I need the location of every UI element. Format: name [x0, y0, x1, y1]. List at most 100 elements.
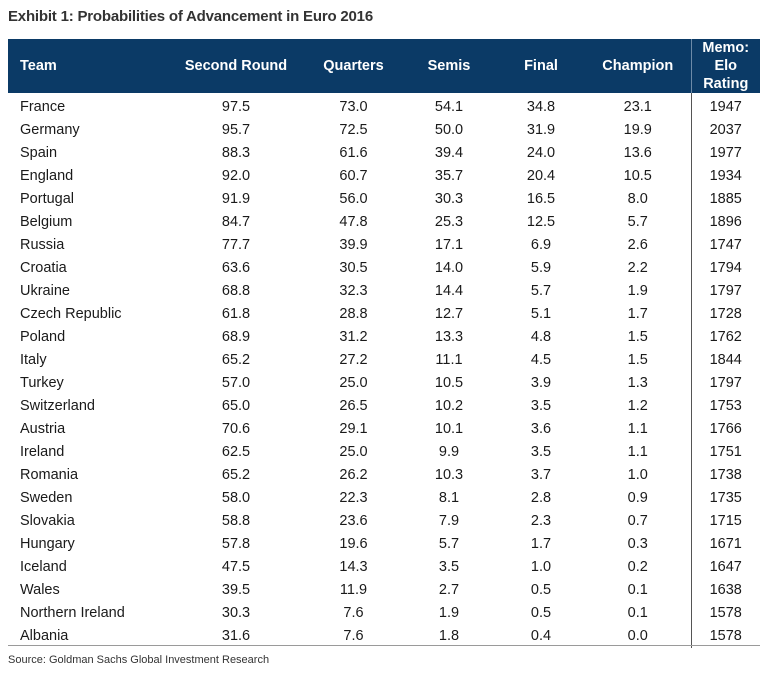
cell-team: Romania — [20, 467, 79, 483]
cell-quarters: 31.2 — [339, 329, 368, 345]
cell-elo-rating: 1578 — [690, 625, 760, 648]
cell-final: 6.9 — [530, 237, 552, 253]
cell-champion: 1.1 — [627, 421, 648, 437]
cell-team: Austria — [20, 421, 66, 437]
cell-elo-rating: 1934 — [690, 165, 760, 188]
cell-semis: 11.1 — [435, 352, 463, 368]
header-final: Final — [524, 58, 558, 74]
exhibit-title: Exhibit 1: Probabilities of Advancement … — [8, 8, 373, 25]
cell-elo-rating: 1844 — [690, 349, 760, 372]
cell-champion: 13.6 — [623, 145, 652, 161]
cell-second-round: 31.6 — [221, 628, 251, 644]
cell-semis: 8.1 — [438, 490, 460, 506]
cell-semis: 7.9 — [438, 513, 460, 529]
cell-elo-rating: 1762 — [690, 326, 760, 349]
cell-champion: 10.5 — [623, 168, 652, 184]
table-row: Germany 95.7 72.5 50.0 31.9 19.9 2037 — [8, 119, 760, 142]
cell-elo-rating: 1947 — [690, 93, 760, 119]
cell-final: 5.7 — [530, 283, 552, 299]
cell-team: Russia — [20, 237, 65, 253]
cell-quarters: 61.6 — [339, 145, 368, 161]
cell-semis: 10.1 — [434, 421, 464, 437]
cell-elo-rating: 1753 — [690, 395, 760, 418]
cell-champion: 23.1 — [623, 99, 652, 115]
cell-quarters: 7.6 — [343, 628, 364, 644]
cell-champion: 1.5 — [627, 352, 648, 368]
table-row: Belgium 84.7 47.8 25.3 12.5 5.7 1896 — [8, 211, 760, 234]
cell-final: 12.5 — [526, 214, 556, 230]
cell-quarters: 73.0 — [339, 99, 368, 115]
cell-elo-rating: 1638 — [690, 579, 760, 602]
cell-quarters: 26.5 — [339, 398, 368, 414]
cell-second-round: 68.8 — [221, 283, 251, 299]
cell-champion: 2.6 — [627, 237, 648, 253]
cell-second-round: 65.2 — [221, 352, 251, 368]
cell-elo-rating: 1747 — [690, 234, 760, 257]
table-row: Austria 70.6 29.1 10.1 3.6 1.1 1766 — [8, 418, 760, 441]
cell-semis: 10.5 — [434, 375, 464, 391]
header-team: Team — [20, 58, 57, 74]
cell-final: 34.8 — [526, 99, 556, 115]
cell-elo-rating: 1751 — [690, 441, 760, 464]
cell-team: Italy — [20, 352, 47, 368]
cell-final: 1.0 — [530, 559, 552, 575]
cell-quarters: 72.5 — [339, 122, 368, 138]
cell-quarters: 25.0 — [339, 375, 368, 391]
table-row: Spain 88.3 61.6 39.4 24.0 13.6 1977 — [8, 142, 760, 165]
cell-second-round: 58.0 — [221, 490, 251, 506]
cell-quarters: 23.6 — [339, 513, 368, 529]
cell-team: Albania — [20, 628, 69, 644]
table-row: Wales 39.5 11.9 2.7 0.5 0.1 1638 — [8, 579, 760, 602]
cell-second-round: 47.5 — [221, 559, 251, 575]
cell-second-round: 39.5 — [221, 582, 251, 598]
cell-final: 2.3 — [530, 513, 552, 529]
cell-final: 0.4 — [530, 628, 552, 644]
cell-team: Portugal — [20, 191, 75, 207]
cell-quarters: 27.2 — [339, 352, 368, 368]
header-semis: Semis — [427, 58, 471, 74]
cell-elo-rating: 1735 — [690, 487, 760, 510]
cell-elo-rating: 1715 — [690, 510, 760, 533]
cell-elo-rating: 1885 — [690, 188, 760, 211]
cell-champion: 5.7 — [627, 214, 648, 230]
table-row: Slovakia 58.8 23.6 7.9 2.3 0.7 1715 — [8, 510, 760, 533]
cell-team: Wales — [20, 582, 60, 598]
header-second-round: Second Round — [184, 58, 288, 74]
header-row: Team Second Round Quarters Semis Final C… — [8, 39, 760, 93]
cell-team: Spain — [20, 145, 58, 161]
table-row: England 92.0 60.7 35.7 20.4 10.5 1934 — [8, 165, 760, 188]
cell-elo-rating: 1896 — [690, 211, 760, 234]
cell-second-round: 77.7 — [221, 237, 251, 253]
cell-quarters: 14.3 — [339, 559, 368, 575]
cell-quarters: 25.0 — [339, 444, 368, 460]
cell-second-round: 65.2 — [221, 467, 251, 483]
cell-quarters: 56.0 — [339, 191, 368, 207]
table-row: Iceland 47.5 14.3 3.5 1.0 0.2 1647 — [8, 556, 760, 579]
table-row: Czech Republic 61.8 28.8 12.7 5.1 1.7 1728 — [8, 303, 760, 326]
cell-second-round: 97.5 — [221, 99, 251, 115]
cell-champion: 0.2 — [627, 559, 648, 575]
cell-team: Slovakia — [20, 513, 75, 529]
cell-final: 3.6 — [530, 421, 552, 437]
cell-elo-rating: 1578 — [690, 602, 760, 625]
cell-final: 3.5 — [530, 444, 552, 460]
cell-final: 2.8 — [530, 490, 552, 506]
cell-semis: 14.4 — [434, 283, 464, 299]
cell-second-round: 84.7 — [221, 214, 251, 230]
table-body: France 97.5 73.0 54.1 34.8 23.1 1947 Germany 95.… — [8, 93, 760, 648]
cell-elo-rating: 1647 — [690, 556, 760, 579]
cell-semis: 12.7 — [434, 306, 464, 322]
table-row: Croatia 63.6 30.5 14.0 5.9 2.2 1794 — [8, 257, 760, 280]
cell-team: Iceland — [20, 559, 67, 575]
cell-champion: 1.2 — [627, 398, 648, 414]
cell-second-round: 62.5 — [221, 444, 251, 460]
cell-final: 31.9 — [526, 122, 556, 138]
cell-champion: 1.1 — [627, 444, 648, 460]
cell-champion: 1.9 — [627, 283, 648, 299]
cell-final: 5.1 — [530, 306, 552, 322]
cell-quarters: 11.9 — [339, 582, 368, 598]
cell-second-round: 70.6 — [221, 421, 251, 437]
cell-semis: 30.3 — [434, 191, 464, 207]
cell-semis: 10.3 — [434, 467, 464, 483]
cell-semis: 14.0 — [434, 260, 464, 276]
